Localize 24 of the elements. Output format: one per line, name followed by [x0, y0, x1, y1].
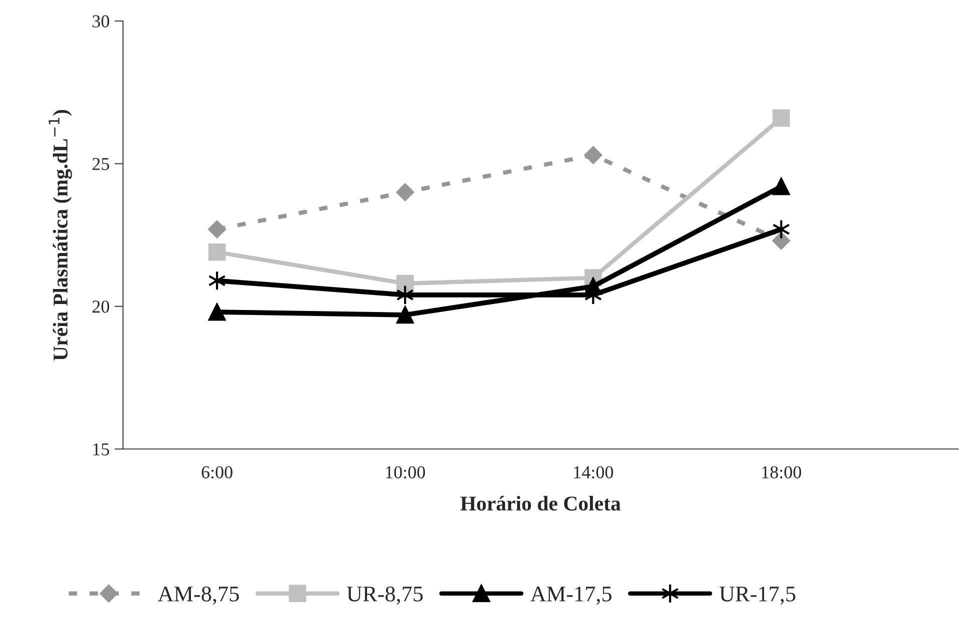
point: [772, 219, 790, 240]
point: [772, 109, 790, 127]
point: [208, 243, 226, 261]
legend-label: AM-8,75: [158, 586, 239, 605]
y-tick-label: 20: [92, 300, 110, 313]
y-axis-title: Uréia Plasmática (mg.dL$^{−1}$): [48, 110, 72, 361]
y-tick-label: 25: [92, 158, 110, 170]
legend-label: UR-17,5: [719, 586, 796, 605]
legend-label: AM-17,5: [530, 586, 612, 605]
point: [396, 306, 414, 324]
point: [208, 303, 226, 321]
x-tick-label: 18:00: [762, 466, 802, 478]
y-tick-label: 15: [93, 443, 110, 456]
point: [772, 178, 790, 196]
x-axis-title: Horário de Coleta: [460, 496, 621, 511]
legend-label: UR-8,75: [346, 586, 423, 605]
x-tick-label: 14:00: [574, 466, 614, 478]
point: [396, 183, 414, 202]
point: [208, 220, 226, 238]
point: [396, 274, 414, 292]
x-tick-label: 6:00: [202, 466, 232, 478]
y-tick-label: 30: [92, 15, 110, 28]
point: [584, 146, 602, 164]
x-tick-label: 10:00: [386, 466, 425, 478]
